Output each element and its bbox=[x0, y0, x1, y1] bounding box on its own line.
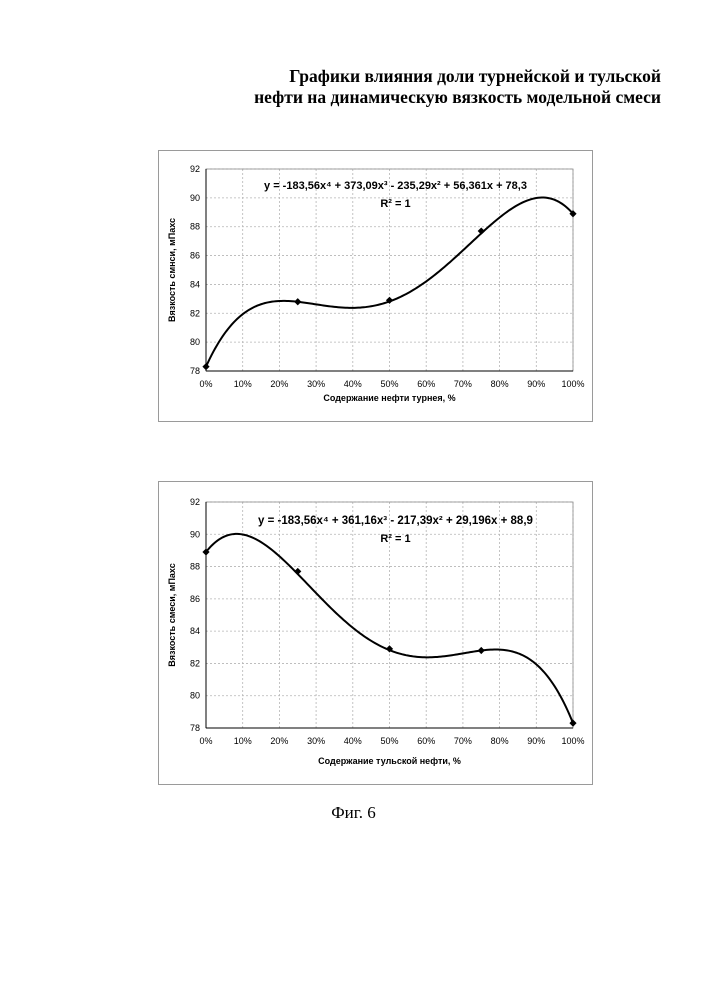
x-tick-label: 10% bbox=[234, 379, 252, 389]
data-point bbox=[294, 567, 302, 576]
x-tick-label: 30% bbox=[307, 736, 325, 746]
x-axis-label: Содержание тульской нефти, % bbox=[318, 756, 461, 766]
x-tick-label: 70% bbox=[454, 379, 472, 389]
x-tick-label: 20% bbox=[270, 379, 288, 389]
chart-turney: 78 80 82 84 86 88 90 92 0% 10% 20% 30% 40% 50% 60% 70% 8… bbox=[158, 150, 593, 422]
x-tick-label: 50% bbox=[380, 379, 398, 389]
r-squared: R² = 1 bbox=[380, 533, 410, 545]
data-point bbox=[202, 363, 210, 371]
data-point bbox=[569, 210, 577, 218]
x-axis-label: Содержание нефти турнея, % bbox=[323, 393, 455, 403]
data-point bbox=[477, 227, 485, 235]
y-tick-label: 78 bbox=[190, 366, 200, 376]
y-tick-label: 82 bbox=[190, 658, 200, 668]
x-tick-label: 40% bbox=[344, 379, 362, 389]
y-tick-label: 84 bbox=[190, 626, 200, 636]
figure-caption: Фиг. 6 bbox=[331, 803, 376, 822]
y-axis-label: Вязкость смеси, мПахс bbox=[167, 563, 177, 666]
x-tick-label: 60% bbox=[417, 736, 435, 746]
y-tick-label: 92 bbox=[190, 164, 200, 174]
x-tick-label: 20% bbox=[270, 736, 288, 746]
x-tick-label: 10% bbox=[234, 736, 252, 746]
x-tick-label: 40% bbox=[344, 736, 362, 746]
y-tick-label: 88 bbox=[190, 222, 200, 232]
data-point bbox=[569, 719, 577, 727]
x-tick-label: 50% bbox=[380, 736, 398, 746]
y-tick-label: 86 bbox=[190, 594, 200, 604]
page-title-line-2: нефти на динамическую вязкость модельной… bbox=[254, 87, 661, 107]
page-title-line-1: Графики влияния доли турнейской и тульск… bbox=[289, 66, 661, 86]
y-tick-label: 78 bbox=[190, 723, 200, 733]
x-tick-label: 80% bbox=[491, 736, 509, 746]
page-title: Графики влияния доли турнейской и тульск… bbox=[141, 66, 661, 108]
trendline-equation: y = -183,56x⁴ + 373,09x³ - 235,29x² + 56… bbox=[264, 180, 527, 192]
x-tick-label: 70% bbox=[454, 736, 472, 746]
data-point bbox=[385, 296, 394, 304]
y-tick-label: 86 bbox=[190, 251, 200, 261]
chart-tula-svg: 78 80 82 84 86 88 90 92 0% 10% 20% 30% 40% 50% 60% 70% 8… bbox=[167, 497, 585, 766]
y-tick-label: 82 bbox=[190, 308, 200, 318]
y-axis-label: Вязкость смнси, мПахс bbox=[167, 218, 177, 322]
y-tick-label: 84 bbox=[190, 279, 200, 289]
y-tick-label: 80 bbox=[190, 691, 200, 701]
data-point bbox=[477, 646, 485, 655]
x-tick-label: 80% bbox=[491, 379, 509, 389]
y-tick-label: 92 bbox=[190, 497, 200, 507]
x-tick-label: 90% bbox=[527, 379, 545, 389]
y-tick-label: 88 bbox=[190, 562, 200, 572]
data-point bbox=[385, 645, 394, 653]
data-point bbox=[202, 548, 210, 556]
x-tick-label: 30% bbox=[307, 379, 325, 389]
data-point bbox=[294, 298, 302, 306]
x-tick-label: 100% bbox=[561, 379, 584, 389]
chart-turney-svg: 78 80 82 84 86 88 90 92 0% 10% 20% 30% 40% 50% 60% 70% 8… bbox=[167, 164, 585, 403]
chart-tula: 78 80 82 84 86 88 90 92 0% 10% 20% 30% 40% 50% 60% 70% 8… bbox=[158, 481, 593, 785]
y-tick-label: 80 bbox=[190, 337, 200, 347]
x-tick-label: 100% bbox=[561, 736, 584, 746]
x-tick-label: 90% bbox=[527, 736, 545, 746]
trendline-equation: y = -183,56x⁴ + 361,16x³ - 217,39x² + 29… bbox=[258, 515, 533, 527]
y-tick-label: 90 bbox=[190, 193, 200, 203]
r-squared: R² = 1 bbox=[380, 198, 410, 210]
x-tick-label: 0% bbox=[199, 379, 212, 389]
x-tick-label: 60% bbox=[417, 379, 435, 389]
y-tick-label: 90 bbox=[190, 529, 200, 539]
x-tick-label: 0% bbox=[199, 736, 212, 746]
